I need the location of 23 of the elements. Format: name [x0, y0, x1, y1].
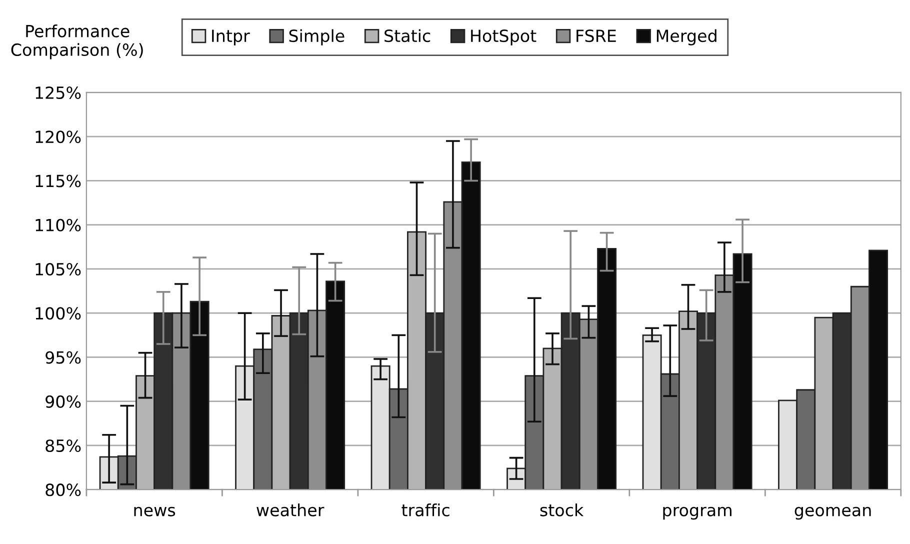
legend-label: FSRE: [576, 30, 616, 42]
y-tick-label: 95%: [46, 351, 81, 364]
legend-label: Simple: [289, 29, 344, 46]
x-tick-label: program: [663, 506, 732, 520]
y-tick-label: 110%: [36, 218, 81, 232]
legend-label: HotSpot: [471, 30, 536, 46]
y-tick-label: 105%: [36, 262, 81, 276]
y-tick-label: 80%: [46, 484, 81, 496]
y-tick-label: 120%: [36, 130, 81, 144]
y-tick-label: 115%: [36, 174, 81, 188]
legend-label: Merged: [656, 29, 716, 46]
y-tick-label: 125%: [36, 86, 81, 100]
x-tick-label: geomean: [794, 506, 871, 520]
y-tick-label: 85%: [46, 439, 81, 452]
x-tick-label: traffic: [402, 503, 450, 516]
x-tick-label: news: [134, 506, 176, 516]
x-tick-label: stock: [540, 503, 584, 516]
y-tick-label: 100%: [36, 307, 81, 320]
y-tick-label: 90%: [46, 395, 81, 408]
x-tick-label: weather: [256, 503, 324, 516]
legend-label: Intpr: [212, 30, 250, 46]
y-axis-title: Performance Comparison (%): [11, 24, 143, 60]
legend-label: Static: [384, 29, 430, 42]
